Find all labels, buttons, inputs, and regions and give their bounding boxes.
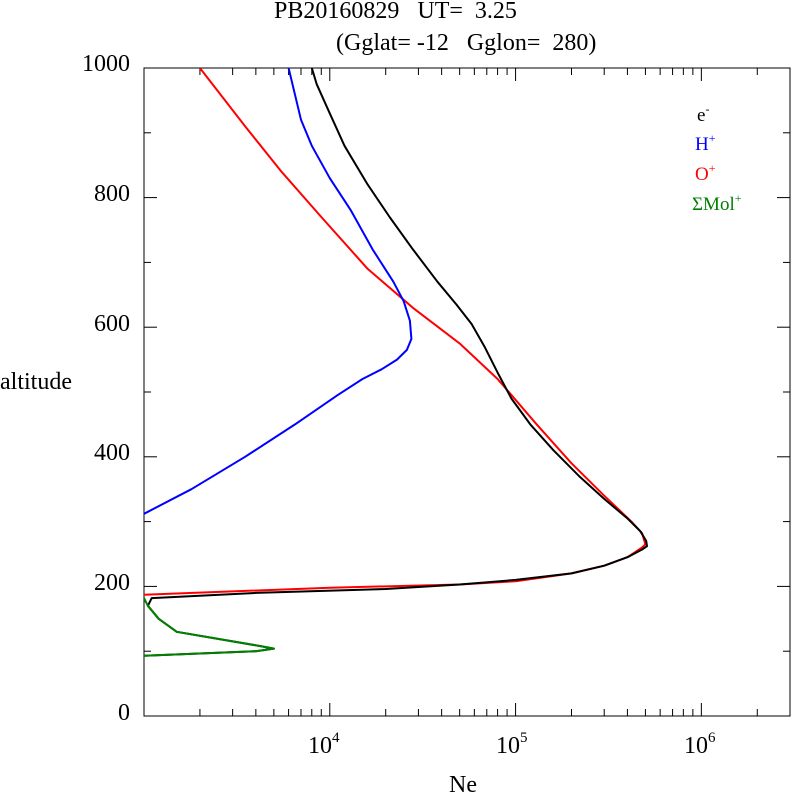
y-tick-label: 400 xyxy=(94,440,130,466)
series-lines xyxy=(144,68,648,657)
y-tick-label: 200 xyxy=(94,570,130,596)
legend-h-plus: H+ xyxy=(695,131,716,155)
legend-e-minus: e- xyxy=(697,102,710,126)
x-tick-label: 104 xyxy=(308,730,340,759)
legend-mol-plus: ΣMol+ xyxy=(692,191,742,215)
x-tick-label: 106 xyxy=(684,730,716,759)
axis-ticks xyxy=(143,67,791,717)
y-tick-label: 600 xyxy=(94,311,130,337)
plot-frame xyxy=(143,67,791,717)
y-tick-label: 1000 xyxy=(82,51,130,77)
series-line-h-plus xyxy=(144,68,413,515)
series-line-o-plus xyxy=(144,68,647,596)
chart-title: PB20160829 UT= 3.25 xyxy=(274,0,517,24)
x-axis-label: Ne xyxy=(449,772,477,798)
y-tick-label: 0 xyxy=(118,700,130,726)
y-tick-label: 800 xyxy=(94,181,130,207)
x-tick-label: 105 xyxy=(496,730,528,759)
chart-subtitle: (Gglat= -12 Gglon= 280) xyxy=(336,30,597,56)
y-axis-label: altitude xyxy=(0,369,72,395)
series-line-mol-plus xyxy=(144,597,275,657)
legend-o-plus: O+ xyxy=(695,161,716,185)
series-line-e-minus xyxy=(144,68,648,657)
